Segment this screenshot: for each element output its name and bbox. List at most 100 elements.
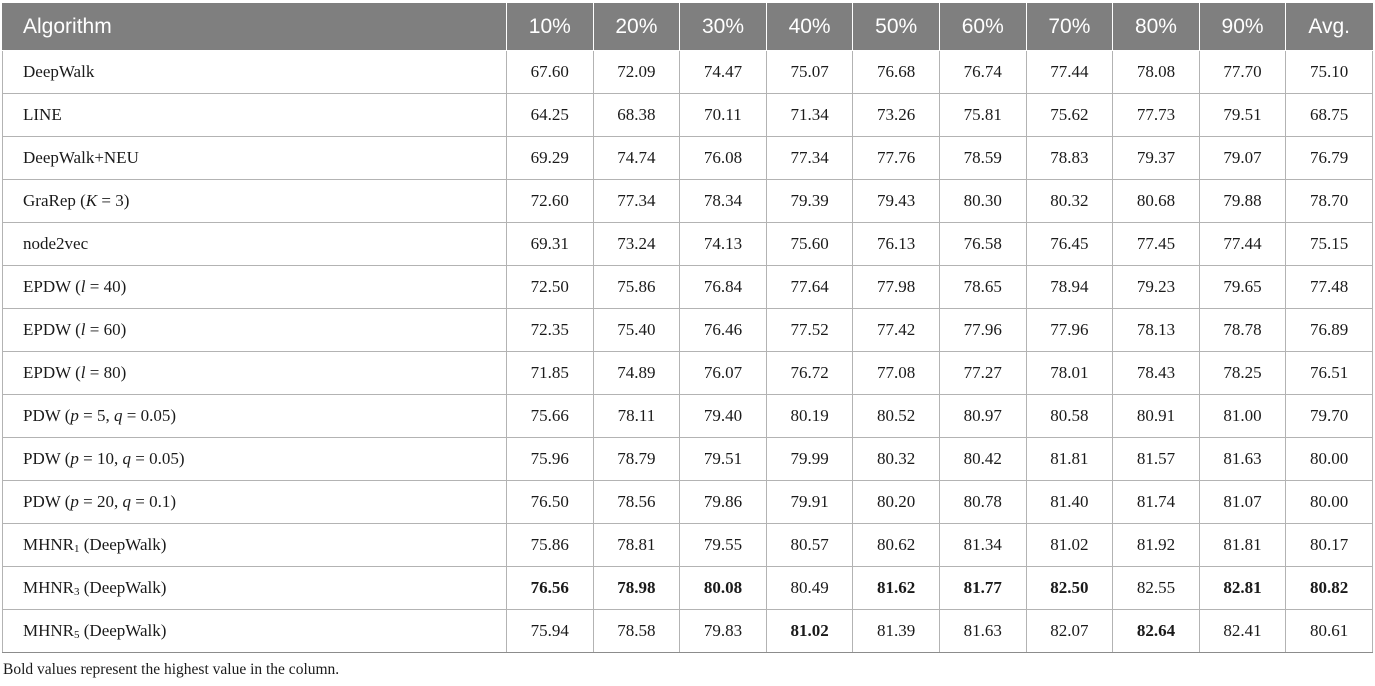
column-header: 60%: [938, 3, 1027, 51]
value-cell: 74.89: [592, 351, 681, 395]
results-table: Algorithm 10% 20% 30% 40% 50% 60% 70% 80% 90% Avg.…: [2, 3, 1373, 653]
table-row: LINE 64.25 68.38 70.11 71.34 73.26 75.81 75.62 7…: [2, 93, 1373, 137]
algorithm-cell: LINE: [2, 93, 507, 137]
value-cell: 73.24: [592, 222, 681, 266]
value-cell: 79.23: [1112, 265, 1200, 309]
value-cell: 77.08: [852, 351, 940, 395]
value-cell: 82.41: [1198, 609, 1287, 653]
value-cell: 75.15: [1285, 222, 1373, 266]
value-cell: 70.11: [679, 93, 767, 137]
algorithm-cell: MHNR3 (DeepWalk): [2, 566, 507, 610]
value-cell: 81.92: [1112, 523, 1200, 567]
column-header: 30%: [679, 3, 767, 51]
value-cell: 80.20: [852, 480, 940, 524]
value-cell: 79.65: [1198, 265, 1287, 309]
value-cell: 76.08: [679, 136, 767, 180]
header-row: Algorithm 10% 20% 30% 40% 50% 60% 70% 80% 90% Avg.: [2, 3, 1373, 51]
algorithm-cell: MHNR5 (DeepWalk): [2, 609, 507, 653]
value-cell: 75.66: [506, 394, 594, 438]
value-cell: 77.27: [938, 351, 1027, 395]
value-cell: 79.39: [765, 179, 854, 223]
value-cell: 78.11: [592, 394, 681, 438]
value-cell: 75.94: [506, 609, 594, 653]
column-header: 40%: [765, 3, 854, 51]
value-cell: 76.74: [938, 50, 1027, 94]
value-cell: 80.61: [1285, 609, 1373, 653]
value-cell: 78.59: [938, 136, 1027, 180]
value-cell: 78.94: [1025, 265, 1114, 309]
value-cell: 71.85: [506, 351, 594, 395]
value-cell: 80.82: [1285, 566, 1373, 610]
value-cell: 78.65: [938, 265, 1027, 309]
value-cell: 79.07: [1198, 136, 1287, 180]
table-body: DeepWalk 67.60 72.09 74.47 75.07 76.68 76.74 77…: [2, 50, 1373, 653]
value-cell: 81.02: [765, 609, 854, 653]
value-cell: 81.63: [938, 609, 1027, 653]
value-cell: 75.62: [1025, 93, 1114, 137]
value-cell: 78.01: [1025, 351, 1114, 395]
value-cell: 68.38: [592, 93, 681, 137]
value-cell: 77.34: [592, 179, 681, 223]
algorithm-cell: GraRep (K = 3): [2, 179, 507, 223]
value-cell: 80.32: [852, 437, 940, 481]
value-cell: 77.96: [938, 308, 1027, 352]
value-cell: 82.64: [1112, 609, 1200, 653]
value-cell: 77.70: [1198, 50, 1287, 94]
value-cell: 72.35: [506, 308, 594, 352]
table-row: MHNR5 (DeepWalk) 75.94 78.58 79.83 81.02 81.3…: [2, 609, 1373, 653]
value-cell: 81.07: [1198, 480, 1287, 524]
value-cell: 77.64: [765, 265, 854, 309]
value-cell: 75.86: [592, 265, 681, 309]
value-cell: 80.78: [938, 480, 1027, 524]
value-cell: 80.52: [852, 394, 940, 438]
column-header: 80%: [1112, 3, 1200, 51]
column-header: 50%: [852, 3, 940, 51]
table-row: EPDW (l = 60) 72.35 75.40 76.46 77.52 77.42 77…: [2, 308, 1373, 352]
table-row: node2vec 69.31 73.24 74.13 75.60 76.13 76.58 76…: [2, 222, 1373, 266]
value-cell: 76.13: [852, 222, 940, 266]
value-cell: 79.55: [679, 523, 767, 567]
algorithm-cell: DeepWalk: [2, 50, 507, 94]
value-cell: 76.89: [1285, 308, 1373, 352]
value-cell: 78.81: [592, 523, 681, 567]
value-cell: 80.49: [765, 566, 854, 610]
value-cell: 79.86: [679, 480, 767, 524]
algorithm-cell: MHNR1 (DeepWalk): [2, 523, 507, 567]
value-cell: 77.34: [765, 136, 854, 180]
value-cell: 81.39: [852, 609, 940, 653]
value-cell: 76.50: [506, 480, 594, 524]
algorithm-cell: EPDW (l = 80): [2, 351, 507, 395]
algorithm-cell: DeepWalk+NEU: [2, 136, 507, 180]
value-cell: 79.99: [765, 437, 854, 481]
value-cell: 76.51: [1285, 351, 1373, 395]
value-cell: 77.45: [1112, 222, 1200, 266]
value-cell: 81.77: [938, 566, 1027, 610]
value-cell: 64.25: [506, 93, 594, 137]
value-cell: 80.42: [938, 437, 1027, 481]
table-footnote: Bold values represent the highest value …: [3, 661, 340, 678]
value-cell: 75.96: [506, 437, 594, 481]
value-cell: 75.86: [506, 523, 594, 567]
value-cell: 73.26: [852, 93, 940, 137]
column-header: 70%: [1025, 3, 1114, 51]
table-row: EPDW (l = 80) 71.85 74.89 76.07 76.72 77.08 77…: [2, 351, 1373, 395]
value-cell: 78.70: [1285, 179, 1373, 223]
value-cell: 80.97: [938, 394, 1027, 438]
table-row: PDW (p = 10, q = 0.05) 75.96 78.79 79.51 79.…: [2, 437, 1373, 481]
value-cell: 81.63: [1198, 437, 1287, 481]
value-cell: 81.62: [852, 566, 940, 610]
value-cell: 78.98: [592, 566, 681, 610]
value-cell: 74.47: [679, 50, 767, 94]
value-cell: 78.43: [1112, 351, 1200, 395]
value-cell: 77.73: [1112, 93, 1200, 137]
value-cell: 82.50: [1025, 566, 1114, 610]
value-cell: 80.08: [679, 566, 767, 610]
column-header-algorithm: Algorithm: [2, 3, 507, 51]
algorithm-cell: EPDW (l = 60): [2, 308, 507, 352]
value-cell: 81.02: [1025, 523, 1114, 567]
value-cell: 76.72: [765, 351, 854, 395]
value-cell: 76.58: [938, 222, 1027, 266]
value-cell: 76.79: [1285, 136, 1373, 180]
value-cell: 78.25: [1198, 351, 1287, 395]
value-cell: 75.10: [1285, 50, 1373, 94]
